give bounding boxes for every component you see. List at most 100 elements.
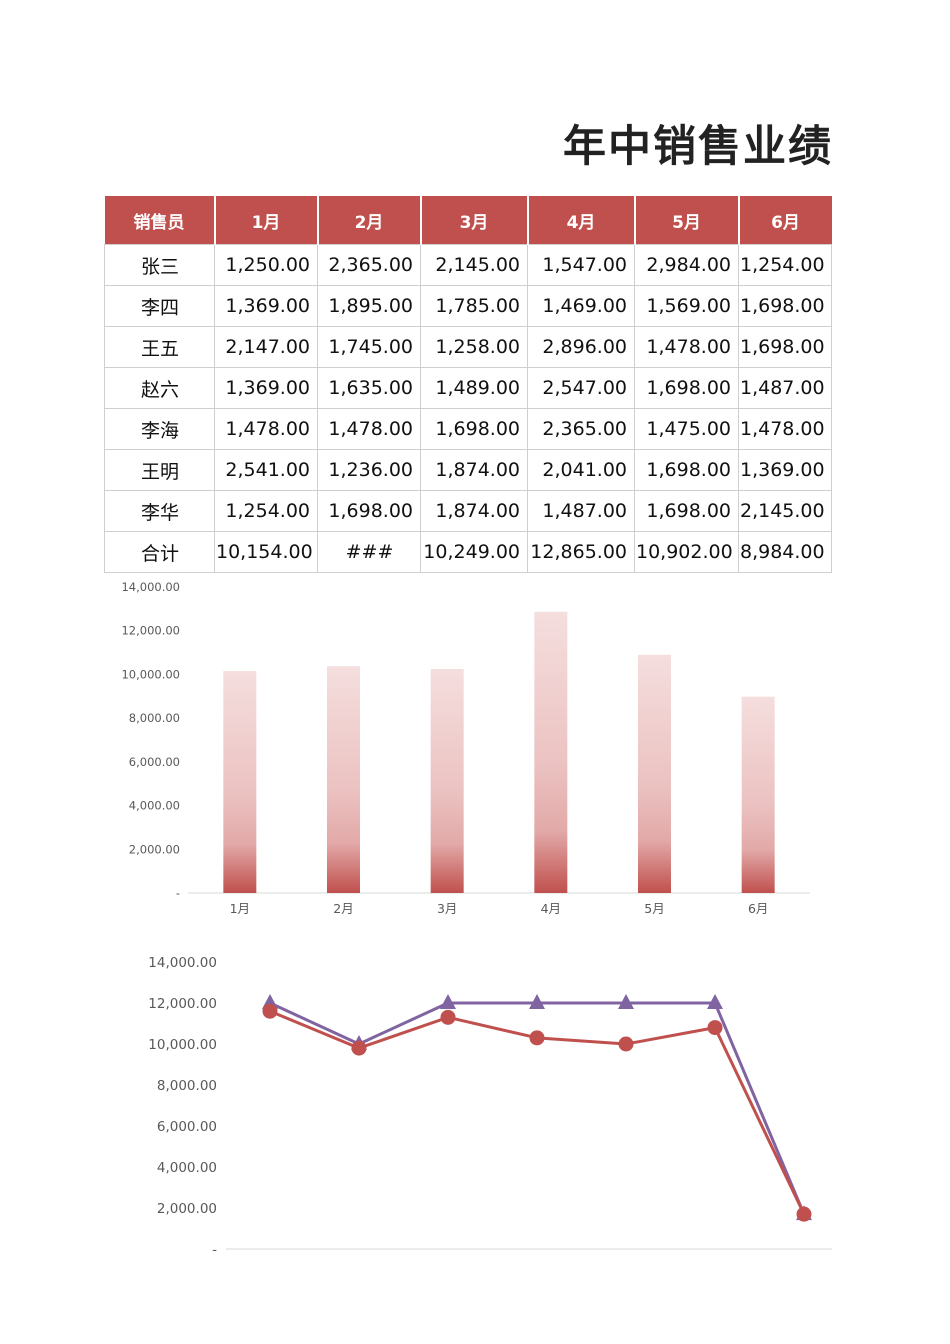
salesperson-name: 李华 — [104, 490, 215, 532]
header-month: 2月 — [317, 196, 422, 245]
y-tick-label: 14,000.00 — [148, 955, 217, 971]
sales-cell: 2,896.00 — [527, 326, 635, 368]
sales-cell: 8,984.00 — [738, 531, 832, 573]
table-row: 李华 1,254.00 1,698.00 1,874.00 1,487.00 1,698.… — [104, 490, 832, 532]
header-month: 1月 — [214, 196, 319, 245]
sales-cell: 1,236.00 — [317, 449, 421, 491]
circle-marker — [262, 1003, 278, 1019]
circle-marker — [796, 1206, 812, 1222]
sales-cell: ### — [317, 531, 421, 573]
sales-cell: 1,745.00 — [317, 326, 421, 368]
sales-cell: 1,895.00 — [317, 285, 421, 327]
sales-cell: 1,250.00 — [214, 244, 318, 286]
sales-cell: 1,478.00 — [317, 408, 421, 450]
sales-cell: 10,154.00 — [214, 531, 318, 573]
total-row: 合计 10,154.00 ### 10,249.00 12,865.00 10,902.0… — [104, 531, 832, 573]
y-tick-label: 4,000.00 — [129, 799, 180, 813]
sales-cell: 1,487.00 — [738, 367, 832, 409]
table-row: 赵六 1,369.00 1,635.00 1,489.00 2,547.00 1,698.… — [104, 367, 832, 409]
sales-cell: 2,145.00 — [420, 244, 528, 286]
y-tick-label: 4,000.00 — [157, 1160, 217, 1176]
y-tick-label: 6,000.00 — [157, 1119, 217, 1135]
sales-line-chart: - 2,000.00 4,000.00 6,000.00 8,000.00 10,000.… — [148, 955, 832, 1258]
x-tick-label: 2月 — [333, 901, 353, 916]
sales-cell: 2,041.00 — [527, 449, 635, 491]
sales-cell: 1,254.00 — [214, 490, 318, 532]
table-row: 王明 2,541.00 1,236.00 1,874.00 2,041.00 1,698.… — [104, 449, 832, 491]
triangle-marker — [529, 994, 545, 1009]
header-salesperson: 销售员 — [104, 196, 216, 245]
sales-cell: 1,698.00 — [634, 449, 739, 491]
circle-marker — [529, 1030, 545, 1046]
y-tick-label: - — [176, 886, 180, 900]
sales-cell: 1,874.00 — [420, 490, 528, 532]
table-row: 张三 1,250.00 2,365.00 2,145.00 1,547.00 2,984.… — [104, 244, 832, 286]
y-tick-label: 8,000.00 — [129, 711, 180, 725]
table-row: 李四 1,369.00 1,895.00 1,785.00 1,469.00 1,569.… — [104, 285, 832, 327]
triangle-marker — [618, 994, 634, 1009]
sales-cell: 1,698.00 — [420, 408, 528, 450]
circle-marker — [351, 1040, 367, 1056]
y-tick-label: 2,000.00 — [129, 842, 180, 856]
x-tick-label: 6月 — [748, 901, 768, 916]
sales-cell: 1,874.00 — [420, 449, 528, 491]
salesperson-name: 张三 — [104, 244, 215, 286]
salesperson-name: 李海 — [104, 408, 215, 450]
y-tick-label: 10,000.00 — [121, 667, 180, 681]
sales-cell: 1,698.00 — [317, 490, 421, 532]
sales-cell: 1,369.00 — [214, 285, 318, 327]
circle-marker — [618, 1036, 634, 1052]
bar — [327, 666, 360, 893]
sales-cell: 1,478.00 — [214, 408, 318, 450]
sales-cell: 2,541.00 — [214, 449, 318, 491]
triangle-marker — [440, 994, 456, 1009]
page-title: 年中销售业绩 — [563, 122, 833, 172]
bar — [741, 696, 775, 893]
sales-cell: 1,487.00 — [527, 490, 635, 532]
sales-cell: 1,369.00 — [738, 449, 832, 491]
sales-cell: 1,369.00 — [214, 367, 318, 409]
table-row: 李海 1,478.00 1,478.00 1,698.00 2,365.00 1,475.… — [104, 408, 832, 450]
sales-cell: 1,478.00 — [634, 326, 739, 368]
sales-cell: 1,635.00 — [317, 367, 421, 409]
sales-cell: 1,469.00 — [527, 285, 635, 327]
header-month: 3月 — [420, 196, 529, 245]
circle-marker — [707, 1020, 723, 1036]
bar — [638, 654, 671, 893]
sales-cell: 1,254.00 — [738, 244, 832, 286]
y-tick-label: 10,000.00 — [148, 1037, 217, 1053]
sales-cell: 1,698.00 — [738, 285, 832, 327]
sales-cell: 1,698.00 — [634, 367, 739, 409]
salesperson-name: 李四 — [104, 285, 215, 327]
y-tick-label: 2,000.00 — [157, 1201, 217, 1217]
y-tick-label: - — [212, 1242, 217, 1258]
sales-cell: 1,785.00 — [420, 285, 528, 327]
sales-cell: 1,698.00 — [738, 326, 832, 368]
y-tick-label: 12,000.00 — [148, 996, 217, 1012]
y-tick-label: 12,000.00 — [121, 624, 180, 638]
table-body: 张三 1,250.00 2,365.00 2,145.00 1,547.00 2,984.… — [104, 244, 832, 573]
sales-cell: 12,865.00 — [527, 531, 635, 573]
sales-cell: 1,547.00 — [527, 244, 635, 286]
table-header-row: 销售员 1月 2月 3月 4月 5月 6月 — [104, 196, 832, 245]
sales-cell: 2,147.00 — [214, 326, 318, 368]
header-month: 5月 — [634, 196, 740, 245]
sales-cell: 1,569.00 — [634, 285, 739, 327]
sales-cell: 1,489.00 — [420, 367, 528, 409]
sales-cell: 1,478.00 — [738, 408, 832, 450]
x-tick-label: 1月 — [230, 901, 250, 916]
y-tick-label: 8,000.00 — [157, 1078, 217, 1094]
sales-cell: 1,698.00 — [634, 490, 739, 532]
salesperson-name: 王五 — [104, 326, 215, 368]
bar — [534, 611, 568, 893]
monthly-total-bar-chart: - 2,000.00 4,000.00 6,000.00 8,000.00 10,000.… — [121, 580, 810, 916]
salesperson-name: 赵六 — [104, 367, 215, 409]
sales-cell: 10,902.00 — [634, 531, 739, 573]
table-row: 王五 2,147.00 1,745.00 1,258.00 2,896.00 1,478.… — [104, 326, 832, 368]
bar — [430, 668, 464, 893]
sales-cell: 2,365.00 — [527, 408, 635, 450]
sales-cell: 2,547.00 — [527, 367, 635, 409]
bar — [223, 671, 257, 893]
y-tick-label: 14,000.00 — [121, 580, 180, 594]
salesperson-name: 合计 — [104, 531, 215, 573]
